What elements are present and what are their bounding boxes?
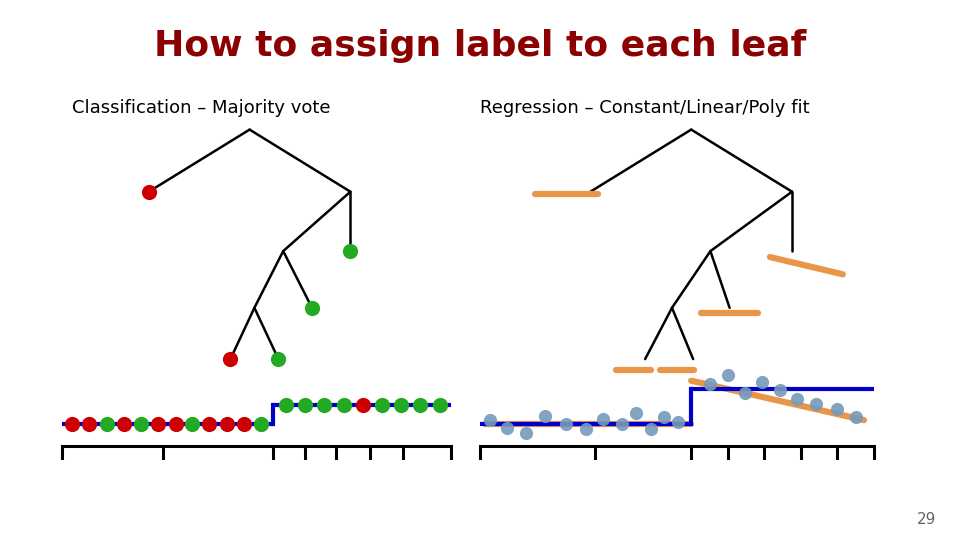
Point xyxy=(141,187,156,196)
Point xyxy=(720,371,735,380)
Point xyxy=(578,425,593,434)
Point xyxy=(559,420,574,428)
Point xyxy=(219,420,234,428)
Text: Classification – Majority vote: Classification – Majority vote xyxy=(72,99,330,117)
Point xyxy=(394,401,409,409)
Point xyxy=(629,409,644,417)
Point xyxy=(703,380,718,389)
Point xyxy=(253,420,269,428)
Point xyxy=(236,420,252,428)
Point xyxy=(151,420,166,428)
Point xyxy=(482,416,497,424)
Point xyxy=(643,425,659,434)
Point xyxy=(278,401,294,409)
Point xyxy=(772,386,787,394)
Point xyxy=(168,420,183,428)
Point xyxy=(849,413,864,421)
Point xyxy=(82,420,97,428)
Point xyxy=(116,420,132,428)
Point xyxy=(304,303,320,312)
Point xyxy=(184,420,200,428)
Point xyxy=(829,405,845,414)
Point xyxy=(808,400,824,408)
Point xyxy=(595,414,611,423)
Point xyxy=(789,394,804,403)
Point xyxy=(317,401,332,409)
Point xyxy=(223,355,238,363)
Point xyxy=(755,378,770,387)
Point xyxy=(518,429,534,437)
Point xyxy=(99,420,114,428)
Point xyxy=(133,420,149,428)
Point xyxy=(271,355,286,363)
Point xyxy=(298,401,313,409)
Point xyxy=(737,389,753,397)
Text: 29: 29 xyxy=(917,511,936,526)
Point xyxy=(336,401,351,409)
Point xyxy=(343,247,358,255)
Point xyxy=(413,401,428,409)
Point xyxy=(614,420,630,428)
Point xyxy=(202,420,217,428)
Text: How to assign label to each leaf: How to assign label to each leaf xyxy=(154,29,806,63)
Point xyxy=(64,420,80,428)
Point xyxy=(374,401,390,409)
Point xyxy=(657,413,672,421)
Point xyxy=(670,418,685,427)
Point xyxy=(499,423,515,432)
Point xyxy=(432,401,447,409)
Point xyxy=(355,401,371,409)
Point xyxy=(538,411,553,420)
Text: Regression – Constant/Linear/Poly fit: Regression – Constant/Linear/Poly fit xyxy=(480,99,809,117)
